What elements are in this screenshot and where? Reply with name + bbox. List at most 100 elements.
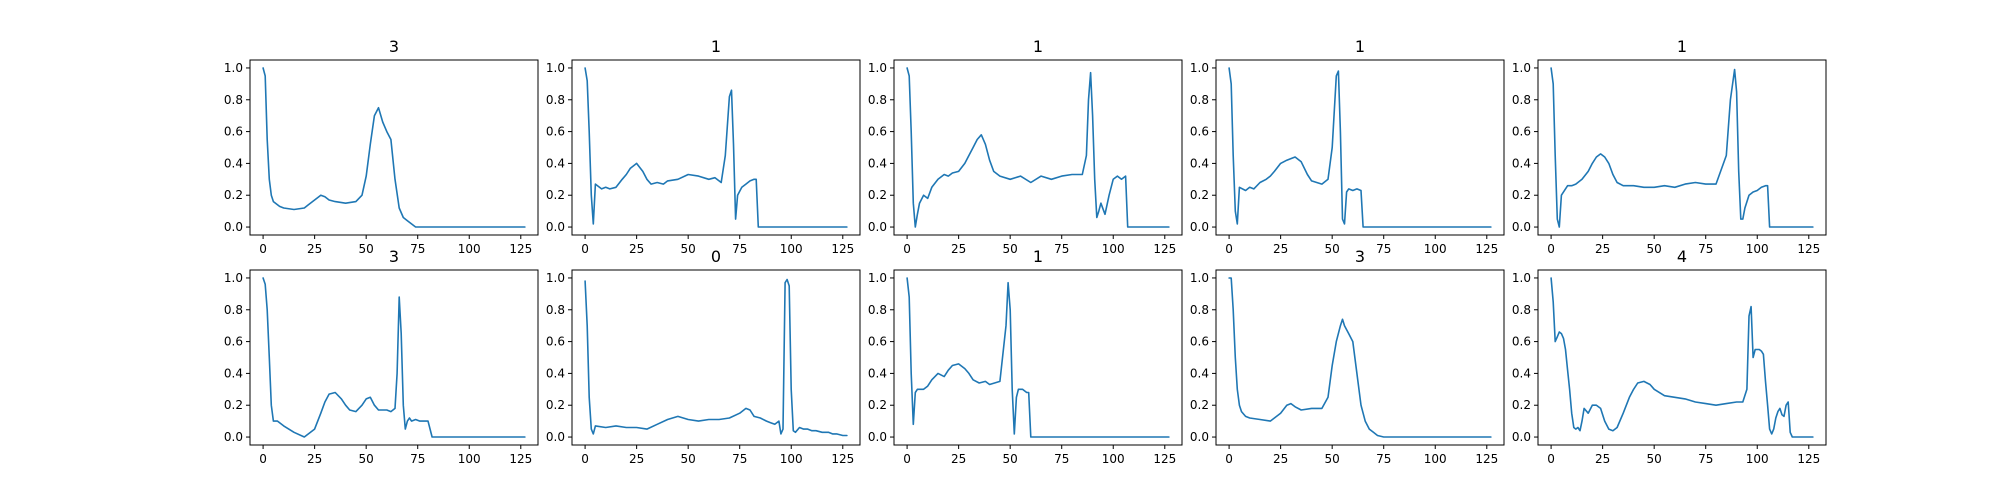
y-tick-label: 1.0 xyxy=(1190,271,1209,285)
y-tick-label: 0.0 xyxy=(546,430,565,444)
x-tick-label: 0 xyxy=(1225,242,1233,256)
y-tick-label: 0.2 xyxy=(224,188,243,202)
subplot-4: 1 0 25 50 75 100 125 0.0 0.2 0.4 0.6 0.8 1.0 xyxy=(1190,37,1505,256)
subplot-title: 3 xyxy=(1355,247,1365,266)
x-tick-label: 100 xyxy=(780,452,803,466)
y-tick-label: 0.4 xyxy=(546,366,565,380)
x-tick-label: 100 xyxy=(458,452,481,466)
series-line xyxy=(262,67,526,228)
y-tick-label: 0.4 xyxy=(1512,366,1531,380)
x-tick-label: 0 xyxy=(581,452,589,466)
axes-frame xyxy=(571,59,861,236)
subplot-title: 1 xyxy=(1033,247,1043,266)
y-tick-label: 0.8 xyxy=(224,93,243,107)
axes-frame xyxy=(1215,59,1505,236)
y-tick-label: 0.4 xyxy=(224,366,243,380)
subplot-title: 0 xyxy=(711,247,721,266)
subplot-6: 3 0 25 50 75 100 125 0.0 0.2 0.4 0.6 0.8 1.0 xyxy=(224,247,539,466)
subplot-10: 4 0 25 50 75 100 125 0.0 0.2 0.4 0.6 0.8 1.0 xyxy=(1512,247,1827,466)
x-tick-label: 100 xyxy=(458,242,481,256)
x-tick-label: 50 xyxy=(1003,242,1018,256)
y-tick-label: 0.8 xyxy=(546,303,565,317)
y-tick-label: 0.2 xyxy=(1512,188,1531,202)
x-tick-label: 0 xyxy=(1547,452,1555,466)
x-tick-label: 125 xyxy=(1797,242,1820,256)
series-line xyxy=(584,67,848,228)
x-tick-label: 0 xyxy=(903,242,911,256)
y-tick-label: 0.8 xyxy=(1512,303,1531,317)
y-tick-label: 0.6 xyxy=(1190,335,1209,349)
y-tick-label: 0.8 xyxy=(1512,93,1531,107)
series-line xyxy=(1550,67,1814,228)
x-tick-label: 75 xyxy=(1376,452,1391,466)
x-tick-label: 75 xyxy=(1698,242,1713,256)
y-tick-label: 0.0 xyxy=(224,430,243,444)
subplot-title: 1 xyxy=(1033,37,1043,56)
y-tick-label: 0.6 xyxy=(224,335,243,349)
x-tick-label: 125 xyxy=(1797,452,1820,466)
axes-frame xyxy=(893,59,1183,236)
y-tick-label: 0.4 xyxy=(1512,156,1531,170)
x-tick-label: 100 xyxy=(1102,242,1125,256)
x-tick-label: 50 xyxy=(1003,452,1018,466)
y-tick-label: 0.6 xyxy=(868,335,887,349)
y-tick-label: 0.8 xyxy=(868,303,887,317)
x-tick-label: 75 xyxy=(1376,242,1391,256)
x-tick-label: 100 xyxy=(1746,452,1769,466)
y-tick-label: 0.8 xyxy=(868,93,887,107)
y-tick-label: 0.0 xyxy=(1190,220,1209,234)
y-tick-label: 0.2 xyxy=(868,188,887,202)
y-tick-label: 0.2 xyxy=(224,398,243,412)
series-line xyxy=(262,277,526,438)
subplot-title: 3 xyxy=(389,37,399,56)
axes-frame xyxy=(249,59,539,236)
x-tick-label: 75 xyxy=(732,452,747,466)
x-tick-label: 25 xyxy=(629,242,644,256)
y-tick-label: 1.0 xyxy=(1512,61,1531,75)
x-tick-label: 0 xyxy=(581,242,589,256)
x-tick-label: 125 xyxy=(1153,452,1176,466)
y-tick-label: 0.6 xyxy=(546,125,565,139)
y-tick-label: 1.0 xyxy=(546,61,565,75)
y-tick-label: 0.0 xyxy=(1512,220,1531,234)
x-tick-label: 125 xyxy=(831,452,854,466)
x-tick-label: 50 xyxy=(681,242,696,256)
subplot-2: 1 0 25 50 75 100 125 0.0 0.2 0.4 0.6 0.8 1.0 xyxy=(546,37,861,256)
x-tick-label: 75 xyxy=(1698,452,1713,466)
y-tick-label: 0.2 xyxy=(1190,398,1209,412)
axes-frame xyxy=(1215,269,1505,446)
subplot-title: 1 xyxy=(1677,37,1687,56)
y-tick-label: 1.0 xyxy=(224,271,243,285)
y-tick-label: 0.6 xyxy=(1190,125,1209,139)
subplot-5: 1 0 25 50 75 100 125 0.0 0.2 0.4 0.6 0.8 1.0 xyxy=(1512,37,1827,256)
y-tick-label: 0.8 xyxy=(1190,93,1209,107)
x-tick-label: 0 xyxy=(1225,452,1233,466)
y-tick-label: 0.4 xyxy=(224,156,243,170)
y-tick-label: 0.2 xyxy=(546,398,565,412)
y-tick-label: 0.6 xyxy=(224,125,243,139)
y-tick-label: 0.0 xyxy=(546,220,565,234)
y-tick-label: 0.4 xyxy=(868,156,887,170)
y-tick-label: 0.6 xyxy=(1512,335,1531,349)
subplot-title: 4 xyxy=(1677,247,1687,266)
x-tick-label: 75 xyxy=(732,242,747,256)
axes-frame xyxy=(1537,59,1827,236)
axes-frame xyxy=(571,269,861,446)
x-tick-label: 50 xyxy=(1647,452,1662,466)
y-tick-label: 1.0 xyxy=(1512,271,1531,285)
y-tick-label: 0.0 xyxy=(868,430,887,444)
y-tick-label: 0.2 xyxy=(1190,188,1209,202)
x-tick-label: 50 xyxy=(681,452,696,466)
y-tick-label: 0.2 xyxy=(546,188,565,202)
x-tick-label: 125 xyxy=(831,242,854,256)
axes-frame xyxy=(1537,269,1827,446)
subplot-title: 1 xyxy=(1355,37,1365,56)
x-tick-label: 50 xyxy=(359,242,374,256)
x-tick-label: 100 xyxy=(1424,452,1447,466)
y-tick-label: 0.4 xyxy=(1190,366,1209,380)
y-tick-label: 1.0 xyxy=(868,61,887,75)
y-tick-label: 0.4 xyxy=(868,366,887,380)
x-tick-label: 125 xyxy=(1153,242,1176,256)
y-tick-label: 0.0 xyxy=(1512,430,1531,444)
